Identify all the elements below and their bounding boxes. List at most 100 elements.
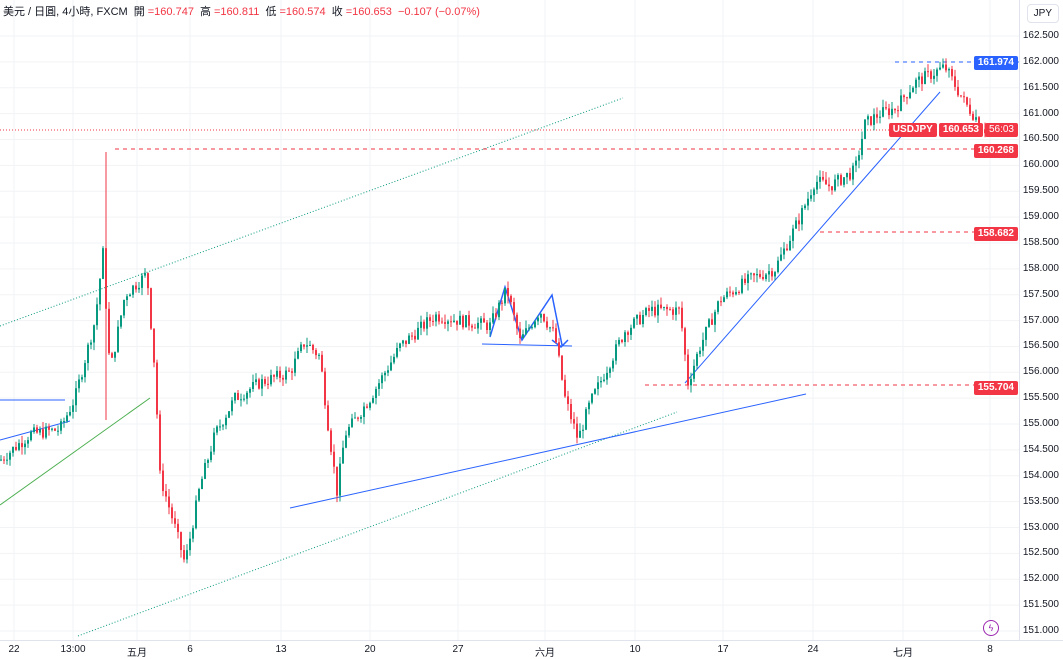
- candle: [0, 459, 2, 461]
- currency-button[interactable]: JPY: [1026, 4, 1059, 23]
- candle: [195, 500, 197, 529]
- price-tick: 153.000: [1022, 521, 1059, 533]
- lightning-icon[interactable]: ϟ: [983, 620, 999, 636]
- candle: [639, 314, 641, 325]
- candle: [654, 306, 656, 316]
- time-axis[interactable]: 22 13:00 五月 6 13 20 27 六月 10 17 24 七月 8: [0, 640, 1063, 659]
- chart-legend: 美元 / 日圓, 4小時, FXCM 開 =160.747 高 =160.811 低…: [3, 3, 483, 19]
- neckline[interactable]: [481, 343, 573, 347]
- candle: [432, 320, 434, 322]
- candle: [819, 176, 821, 182]
- channel-lower-line[interactable]: [77, 411, 678, 637]
- candle: [723, 297, 725, 302]
- candle: [186, 550, 188, 560]
- trend-line[interactable]: [289, 393, 807, 509]
- trend-line[interactable]: [684, 91, 941, 384]
- candle: [279, 370, 281, 378]
- candle: [930, 71, 932, 79]
- candle: [570, 403, 572, 420]
- price-tick: 161.000: [1022, 107, 1059, 119]
- price-tick: 151.000: [1022, 625, 1059, 636]
- candle: [561, 355, 563, 380]
- candle: [519, 328, 521, 339]
- trend-line[interactable]: [0, 397, 151, 506]
- candle: [675, 307, 677, 315]
- candle: [876, 114, 878, 118]
- candle: [258, 379, 260, 389]
- candle: [795, 220, 797, 229]
- candle: [510, 295, 512, 303]
- candle: [957, 86, 959, 96]
- candle: [465, 315, 467, 328]
- symbol-info[interactable]: 美元 / 日圓, 4小時, FXCM: [3, 6, 128, 18]
- candle: [420, 321, 422, 328]
- candle: [276, 370, 278, 377]
- candle: [855, 160, 857, 166]
- candle: [381, 375, 383, 384]
- candle: [633, 318, 635, 328]
- candle: [30, 432, 32, 441]
- candle: [357, 417, 359, 419]
- candle: [732, 292, 734, 295]
- candle: [363, 406, 365, 417]
- candle: [417, 327, 419, 340]
- candle: [804, 205, 806, 209]
- candle: [51, 428, 53, 430]
- candle: [462, 315, 464, 328]
- candle: [201, 478, 203, 490]
- high-label: 高: [200, 6, 211, 18]
- candle: [135, 285, 137, 290]
- candle: [708, 319, 710, 327]
- candle: [636, 314, 638, 319]
- candle: [492, 313, 494, 323]
- candle: [960, 95, 962, 97]
- candle: [501, 302, 503, 304]
- candle: [294, 358, 296, 373]
- candle: [216, 426, 218, 433]
- candle: [303, 344, 305, 347]
- candle: [831, 186, 833, 191]
- time-tick: 七月: [893, 648, 913, 659]
- candles: [0, 58, 986, 564]
- candle: [765, 274, 767, 279]
- candle: [612, 360, 614, 369]
- candle: [429, 317, 431, 321]
- candle: [330, 430, 332, 452]
- candle: [756, 273, 758, 276]
- time-tick: 六月: [535, 648, 555, 659]
- low-value: =160.574: [279, 6, 326, 18]
- candle: [558, 342, 560, 356]
- candle: [231, 400, 233, 412]
- candle: [594, 389, 596, 394]
- channel-upper-line[interactable]: [0, 97, 624, 327]
- double-top-pattern[interactable]: [489, 284, 563, 346]
- candle: [681, 307, 683, 329]
- price-axis[interactable]: 162.500 162.000 161.500 161.000 160.500 160.0…: [1019, 0, 1063, 640]
- candle: [342, 447, 344, 464]
- candle: [714, 311, 716, 325]
- candle: [45, 426, 47, 438]
- candle: [246, 392, 248, 399]
- price-tick: 158.000: [1022, 262, 1059, 274]
- candle: [204, 462, 206, 479]
- candle: [399, 343, 401, 348]
- candle: [180, 532, 182, 551]
- candle: [423, 321, 425, 329]
- candle: [678, 307, 680, 309]
- level-price-tag: 160.268: [973, 144, 1018, 159]
- candle: [597, 382, 599, 390]
- candle: [816, 181, 818, 190]
- candle: [498, 302, 500, 318]
- candle: [546, 321, 548, 328]
- candle: [759, 273, 761, 277]
- close-value: =160.653: [345, 6, 392, 18]
- candle: [843, 177, 845, 185]
- candle: [387, 370, 389, 373]
- candle: [447, 321, 449, 324]
- price-chart[interactable]: [0, 0, 1020, 640]
- candle: [87, 344, 89, 364]
- open-value: =160.747: [147, 6, 194, 18]
- candle: [717, 301, 719, 312]
- candle: [771, 271, 773, 277]
- candle: [309, 344, 311, 346]
